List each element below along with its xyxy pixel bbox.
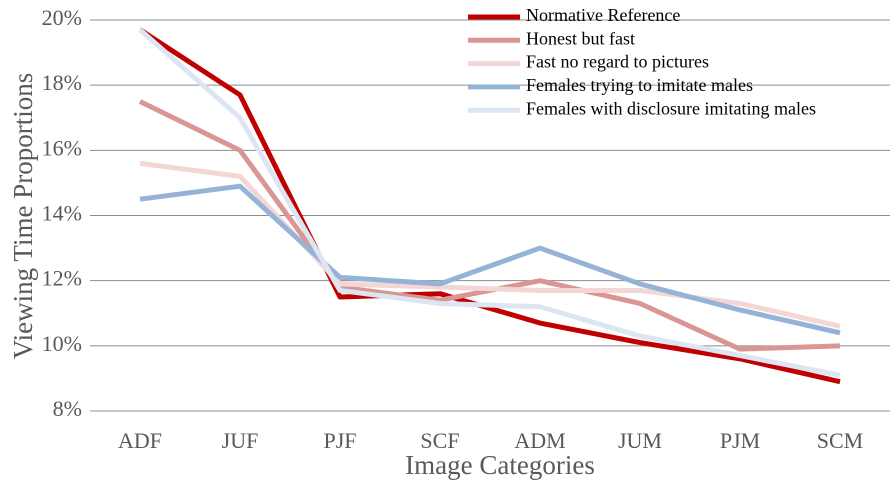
y-tick-label: 12% xyxy=(42,266,82,291)
x-tick-label: JUM xyxy=(618,428,662,453)
legend-label: Normative Reference xyxy=(526,5,680,25)
x-tick-label: SCM xyxy=(817,428,863,453)
series-line xyxy=(138,27,841,385)
series-line xyxy=(139,160,841,329)
x-tick-label: PJF xyxy=(323,428,356,453)
y-tick-label: 14% xyxy=(42,201,82,226)
legend-label: Fast no regard to pictures xyxy=(526,52,709,72)
x-tick-label: ADF xyxy=(118,428,162,453)
x-tick-label: PJM xyxy=(720,428,760,453)
x-tick-label: ADM xyxy=(514,428,565,453)
y-tick-label: 10% xyxy=(42,331,82,356)
y-tick-label: 18% xyxy=(42,70,82,95)
x-tick-label: JUF xyxy=(222,428,259,453)
y-tick-label: 20% xyxy=(42,5,82,30)
series-line xyxy=(138,99,841,352)
y-tick-label: 16% xyxy=(42,135,82,160)
x-axis-label: Image Categories xyxy=(405,450,595,480)
legend-label: Honest but fast xyxy=(526,28,635,48)
legend-label: Females trying to imitate males xyxy=(526,75,753,95)
series-line xyxy=(139,183,841,336)
y-tick-label: 8% xyxy=(53,396,82,421)
series-line xyxy=(138,27,841,378)
legend-label: Females with disclosure imitating males xyxy=(526,98,816,118)
x-tick-label: SCF xyxy=(420,428,459,453)
y-axis-label: Viewing Time Proportions xyxy=(8,73,38,359)
